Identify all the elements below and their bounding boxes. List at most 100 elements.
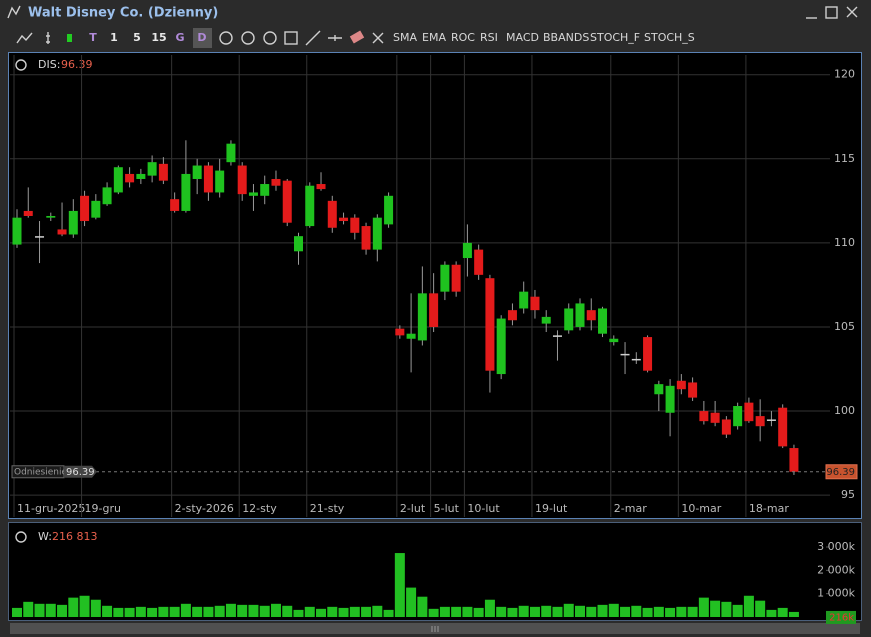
volume-bar — [282, 605, 293, 617]
candle-body — [699, 411, 709, 422]
indicator-button[interactable]: RSI — [480, 31, 498, 44]
indicator-button[interactable]: STOCH_S — [644, 31, 695, 44]
candle-body — [474, 249, 484, 275]
panel-move-icon[interactable] — [15, 531, 27, 543]
x-tick-label: 12-sty — [242, 502, 277, 515]
candle-body — [91, 200, 101, 218]
candle-body — [665, 385, 675, 413]
volume-bar — [34, 603, 45, 617]
candle-body — [654, 384, 664, 395]
volume-bar — [721, 601, 732, 617]
candle-body — [57, 229, 67, 235]
indicator-buttons: SMA EMA ROC RSI MACD BBANDS STOCH_F STOCH_S — [393, 31, 695, 44]
x-tick-label: 19-lut — [535, 502, 568, 515]
zoom-in-button[interactable] — [219, 31, 233, 45]
indicator-button[interactable]: BBANDS — [543, 31, 589, 44]
candle-body — [46, 215, 56, 218]
volume-bar — [417, 596, 428, 617]
reference-value: 96.39 — [66, 467, 95, 478]
volume-bar — [484, 599, 495, 617]
candle-body — [429, 293, 439, 327]
toolbar-button[interactable]: 15 — [151, 31, 166, 44]
candle-body — [620, 353, 630, 356]
candle-body — [68, 210, 78, 235]
candle-body — [271, 178, 281, 186]
candle-body — [350, 217, 360, 233]
indicator-button[interactable]: ROC — [451, 31, 475, 44]
volume-bar — [439, 606, 450, 617]
toolbar-button[interactable]: T — [89, 31, 97, 44]
volume-bar — [203, 606, 214, 617]
y-tick-label: 120 — [834, 68, 855, 81]
toolbar-button[interactable]: D — [197, 31, 206, 44]
candle-body — [136, 173, 146, 179]
candle-body — [339, 217, 349, 222]
scroll-grip[interactable] — [431, 626, 439, 632]
volume-bar — [563, 603, 574, 617]
volume-bar — [507, 607, 518, 617]
volume-bar — [642, 607, 653, 617]
volume-bar — [147, 607, 158, 617]
x-tick-label: 19-gru — [85, 502, 121, 515]
candle-body — [125, 173, 135, 183]
volume-bar — [777, 607, 788, 617]
volume-label: W: — [38, 530, 52, 543]
volume-bar — [270, 603, 281, 617]
candle-body — [609, 338, 619, 343]
indicator-button[interactable]: EMA — [422, 31, 446, 44]
line-chart-button[interactable] — [16, 32, 33, 44]
app-icon — [7, 5, 21, 19]
volume-bar — [248, 604, 259, 617]
panel-move-icon[interactable] — [15, 59, 27, 71]
reference-label: Odniesienie — [14, 467, 67, 477]
candle-body — [282, 180, 292, 223]
print-button[interactable] — [284, 31, 298, 45]
y-tick-label: 105 — [834, 320, 855, 333]
toolbar-buttons: T 1 5 15 G D — [89, 28, 212, 48]
x-tick-label: 2-mar — [614, 502, 647, 515]
volume-bar — [293, 609, 304, 617]
close-button[interactable] — [846, 6, 858, 18]
indicator-button[interactable]: SMA — [393, 31, 417, 44]
candle-body — [23, 210, 33, 216]
candle-body — [643, 337, 653, 371]
zoom-out-button[interactable] — [241, 31, 255, 45]
trendline-button[interactable] — [305, 30, 321, 46]
y-tick-label: 110 — [834, 236, 855, 249]
indicator-button[interactable]: MACD — [506, 31, 539, 44]
volume-bar — [665, 607, 676, 617]
candle-body — [507, 310, 517, 321]
volume-bar — [169, 606, 180, 617]
eraser-button[interactable] — [349, 30, 365, 44]
candle-button[interactable] — [67, 34, 72, 42]
ohlc-button[interactable] — [46, 32, 50, 44]
reset-button[interactable] — [263, 31, 277, 45]
candle-body — [710, 412, 720, 423]
volume-value-label: 216k — [829, 612, 854, 623]
last-price: 96.39 — [61, 58, 93, 71]
volume-bar — [687, 606, 698, 617]
candle-body — [327, 200, 337, 228]
candle-body — [181, 173, 191, 211]
button-bg — [193, 28, 212, 48]
candle-body — [113, 167, 123, 193]
maximize-button[interactable] — [825, 6, 838, 19]
candle-body — [384, 195, 394, 225]
volume-bar — [124, 607, 135, 617]
volume-bar — [372, 605, 383, 617]
indicator-button[interactable]: STOCH_F — [590, 31, 640, 44]
volume-bar — [597, 604, 608, 617]
delete-button[interactable] — [372, 32, 384, 44]
toolbar-button[interactable]: G — [175, 31, 184, 44]
toolbar-button[interactable]: 1 — [110, 31, 118, 44]
candle-body — [733, 406, 743, 427]
volume-bar — [113, 607, 124, 617]
candle-body — [462, 242, 472, 259]
hline-button[interactable] — [328, 35, 342, 41]
toolbar-button[interactable]: 5 — [133, 31, 141, 44]
volume-bar — [608, 603, 619, 617]
candle-body — [519, 291, 529, 309]
x-tick-label: 10-lut — [467, 502, 500, 515]
volume-bar — [79, 595, 90, 617]
volume-bar — [552, 606, 563, 617]
